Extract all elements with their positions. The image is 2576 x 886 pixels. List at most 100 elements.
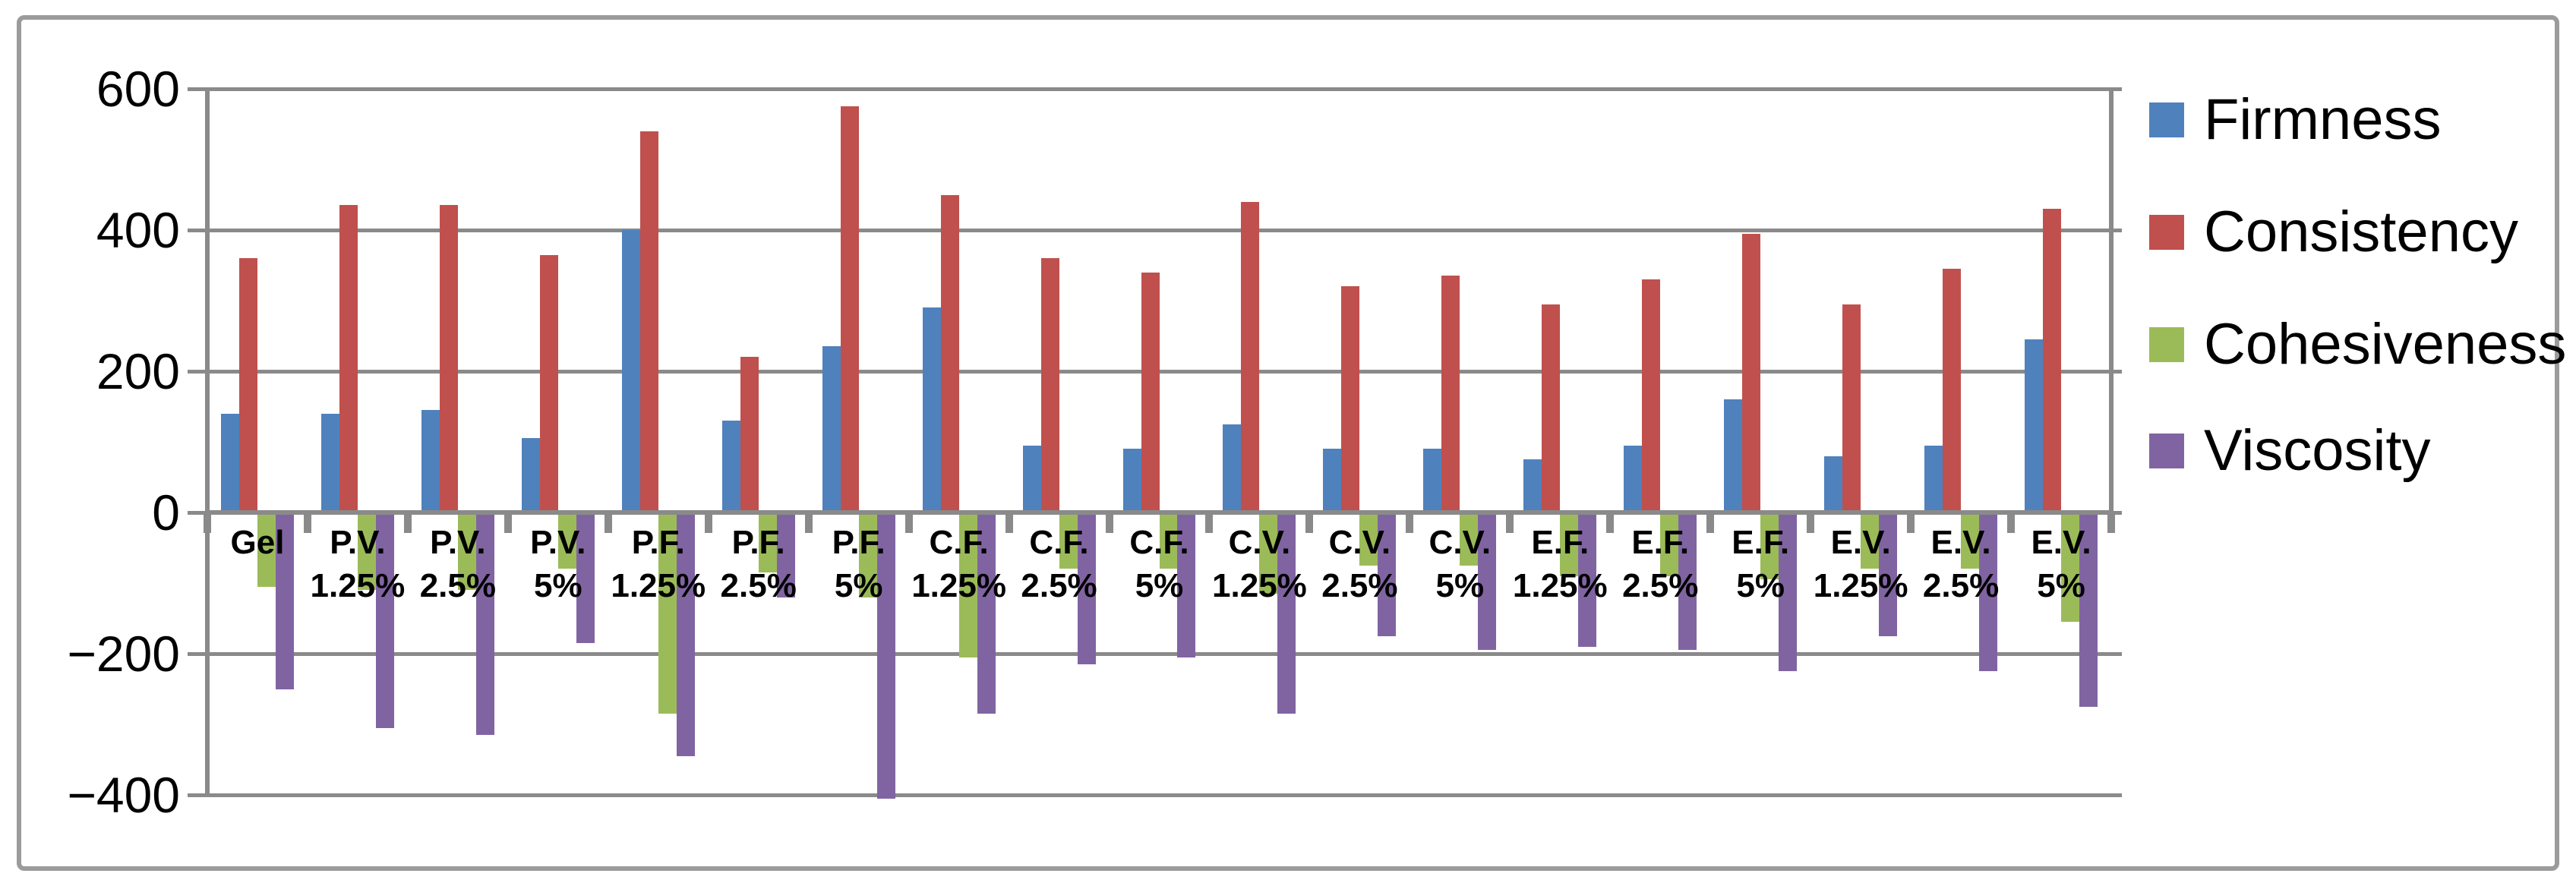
gridline-y600 (207, 87, 2111, 91)
bar-viscosity-e-f-2-5- (1678, 512, 1697, 651)
legend-label-firmness: Firmness (2204, 87, 2442, 152)
x-axis-tick (1606, 515, 1615, 533)
bar-consistency-c-v-2-5- (1341, 286, 1360, 512)
legend-label-consistency: Consistency (2204, 200, 2518, 264)
bar-cohesiveness-p-f-2-5- (758, 512, 777, 573)
bar-consistency-p-v-5- (539, 254, 558, 512)
category-label-c-v-1-25-: C.V. 1.25% (1212, 524, 1307, 604)
y-axis-tick (188, 510, 207, 515)
bar-firmness-e-v-1-25- (1824, 456, 1843, 512)
bar-firmness-c-f-2-5- (1022, 445, 1041, 512)
x-axis-tick (1907, 515, 1915, 533)
bar-cohesiveness-p-v-2-5- (457, 512, 476, 591)
y-axis-label: 0 (152, 484, 180, 541)
bar-cohesiveness-e-f-1-25- (1560, 512, 1579, 576)
bar-cohesiveness-e-v-2-5- (1961, 512, 1980, 569)
bar-consistency-p-v-1-25- (339, 205, 358, 512)
bar-viscosity-c-f-2-5- (1077, 512, 1096, 664)
x-axis-tick (1706, 515, 1715, 533)
y-axis-tick (188, 651, 207, 656)
right-edge-tick (2111, 793, 2122, 797)
bar-consistency-e-f-1-25- (1542, 304, 1561, 512)
y-axis-tick (188, 228, 207, 232)
legend-item-cohesiveness: Cohesiveness (2149, 314, 2566, 375)
bar-viscosity-e-v-1-25- (1879, 512, 1898, 636)
bar-firmness-e-v-5- (2025, 339, 2044, 512)
bar-firmness-p-v-1-25- (320, 413, 339, 512)
bar-cohesiveness-gel (257, 512, 276, 587)
legend-label-cohesiveness: Cohesiveness (2204, 312, 2567, 377)
right-edge-tick (2111, 651, 2122, 656)
bar-cohesiveness-c-f-1-25- (958, 512, 977, 657)
bar-viscosity-e-v-2-5- (1979, 512, 1998, 672)
x-axis-tick (204, 515, 211, 533)
bar-consistency-c-f-1-25- (940, 194, 959, 512)
x-axis-line (207, 510, 2111, 515)
bar-firmness-gel (220, 413, 239, 512)
category-label-p-f-1-25-: P.F. 1.25% (611, 524, 706, 604)
bar-cohesiveness-e-f-2-5- (1660, 512, 1679, 576)
bar-viscosity-p-v-1-25- (375, 512, 394, 728)
bar-consistency-p-f-1-25- (639, 131, 658, 512)
y-axis-label: 400 (96, 202, 180, 258)
category-label-c-f-2-5-: C.F. 2.5% (1021, 524, 1097, 604)
bar-firmness-c-f-5- (1122, 449, 1141, 512)
bar-viscosity-c-f-1-25- (977, 512, 996, 714)
bar-consistency-e-f-2-5- (1642, 279, 1661, 512)
y-axis-label: 600 (96, 61, 180, 117)
x-axis-tick (504, 515, 512, 533)
bar-firmness-c-v-1-25- (1223, 424, 1242, 512)
x-axis-tick (303, 515, 311, 533)
plot-right-border (2109, 89, 2114, 533)
category-label-e-f-2-5-: E.F. 2.5% (1622, 524, 1699, 604)
bar-firmness-c-v-5- (1423, 449, 1442, 512)
bar-viscosity-p-f-5- (876, 512, 895, 799)
bar-consistency-c-v-5- (1441, 276, 1460, 512)
category-label-e-v-5-: E.V. 5% (2031, 524, 2091, 604)
x-axis-tick (604, 515, 612, 533)
x-axis-tick (403, 515, 412, 533)
gridline-y400 (207, 228, 2111, 232)
gridline-y-200 (207, 651, 2111, 656)
y-axis-line (205, 89, 210, 795)
bar-consistency-e-v-5- (2043, 209, 2062, 512)
bar-viscosity-p-v-2-5- (475, 512, 494, 735)
category-label-c-f-1-25-: C.F. 1.25% (911, 524, 1006, 604)
x-axis-tick (1406, 515, 1414, 533)
legend-item-firmness: Firmness (2149, 90, 2441, 150)
category-label-p-v-5-: P.V. 5% (530, 524, 586, 604)
legend-item-viscosity: Viscosity (2149, 421, 2430, 481)
bar-firmness-p-v-5- (521, 438, 540, 512)
bar-consistency-c-v-1-25- (1241, 201, 1260, 512)
x-axis-tick (1005, 515, 1013, 533)
category-label-e-v-1-25-: E.V. 1.25% (1813, 524, 1908, 604)
x-axis-tick (1305, 515, 1314, 533)
bar-firmness-e-f-5- (1724, 399, 1743, 512)
right-edge-tick (2111, 369, 2122, 374)
bar-consistency-p-v-2-5- (439, 205, 458, 512)
x-axis-tick (904, 515, 913, 533)
legend: Firmness Consistency Cohesiveness Viscosity (2149, 0, 2566, 886)
bar-consistency-e-f-5- (1742, 233, 1761, 512)
bar-firmness-p-v-2-5- (421, 410, 440, 512)
bar-consistency-gel (238, 258, 257, 512)
category-label-c-v-5-: C.V. 5% (1428, 524, 1492, 604)
bar-cohesiveness-e-f-5- (1760, 512, 1779, 580)
bar-cohesiveness-c-f-5- (1159, 512, 1178, 569)
bar-consistency-e-v-2-5- (1943, 269, 1962, 512)
category-label-p-f-2-5-: P.F. 2.5% (720, 524, 797, 604)
bar-cohesiveness-c-v-2-5- (1359, 512, 1378, 566)
right-edge-tick (2111, 87, 2122, 91)
bar-firmness-c-f-1-25- (922, 307, 941, 512)
bar-viscosity-gel (275, 512, 294, 689)
bar-viscosity-p-f-1-25- (676, 512, 695, 756)
x-axis-tick (2107, 515, 2115, 533)
bar-consistency-c-f-5- (1141, 272, 1160, 512)
bar-viscosity-c-v-1-25- (1277, 512, 1296, 714)
category-label-c-v-2-5-: C.V. 2.5% (1321, 524, 1398, 604)
bar-cohesiveness-c-v-1-25- (1259, 512, 1278, 594)
bar-cohesiveness-e-v-1-25- (1861, 512, 1880, 569)
legend-swatch-consistency (2149, 215, 2184, 250)
bar-consistency-p-f-5- (840, 106, 859, 512)
